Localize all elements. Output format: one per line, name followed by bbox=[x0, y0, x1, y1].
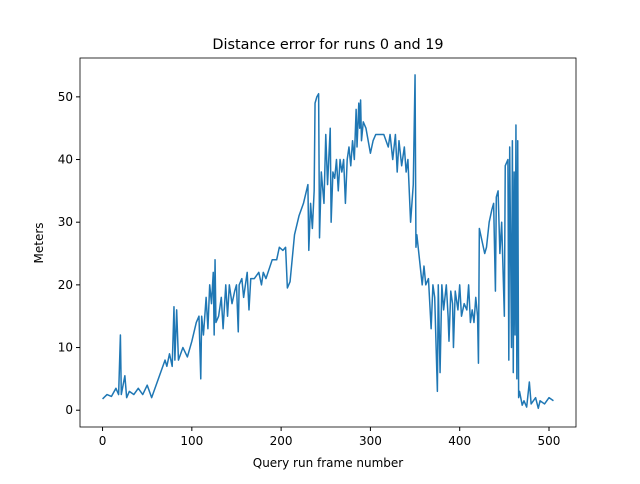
x-tick-label: 0 bbox=[99, 434, 107, 448]
y-tick-label: 0 bbox=[65, 403, 73, 417]
x-axis-label: Query run frame number bbox=[253, 456, 404, 470]
x-tick-label: 200 bbox=[270, 434, 293, 448]
chart-title: Distance error for runs 0 and 19 bbox=[212, 37, 443, 53]
y-tick-label: 10 bbox=[58, 341, 73, 355]
y-tick-label: 30 bbox=[58, 215, 73, 229]
data-line bbox=[102, 74, 554, 410]
y-tick-label: 20 bbox=[58, 278, 73, 292]
x-tick-label: 100 bbox=[180, 434, 203, 448]
y-axis-label: Meters bbox=[32, 222, 46, 263]
plot-frame bbox=[79, 57, 577, 428]
x-tick-label: 500 bbox=[538, 434, 561, 448]
y-tick-label: 40 bbox=[58, 153, 73, 167]
x-tick-label: 400 bbox=[448, 434, 471, 448]
x-tick-label: 300 bbox=[359, 434, 382, 448]
y-tick-label: 50 bbox=[58, 90, 73, 104]
